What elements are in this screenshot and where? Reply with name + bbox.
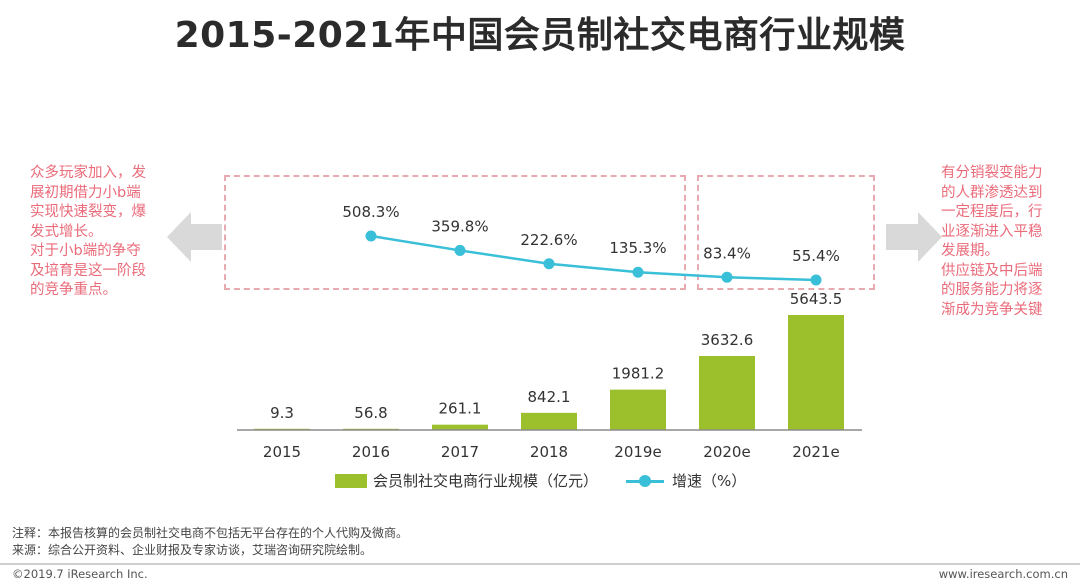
bar-value-label: 56.8 [354, 404, 387, 422]
left-annotation-line: 发式增长。 [30, 223, 103, 240]
left-annotation-line: 实现快速裂变，爆 [30, 204, 146, 220]
legend-line-label: 增速（%） [672, 472, 747, 490]
growth-point-2016 [365, 230, 377, 242]
footer-divider [0, 563, 1080, 565]
right-annotation-line: 渐成为竞争关键 [941, 301, 1043, 318]
growth-value-label: 222.6% [520, 231, 577, 249]
left-annotation-line: 众多玩家加入，发 [30, 165, 146, 181]
footer-copyright: ©2019.7 iResearch Inc. [12, 567, 148, 581]
growth-line-layer [365, 230, 822, 286]
bar-value-label: 9.3 [270, 404, 294, 422]
chart-title: 2015-2021年中国会员制社交电商行业规模 [174, 15, 906, 56]
bar-value-label: 3632.6 [701, 331, 754, 349]
bar-value-label: 261.1 [439, 400, 482, 418]
bar-value-label: 842.1 [528, 388, 571, 406]
growth-rate-line [370, 234, 817, 282]
growth-value-label: 55.4% [792, 247, 840, 265]
right-annotation-line: 发展期。 [941, 243, 999, 259]
left-annotation: 众多玩家加入，发 展初期借力小b端 实现快速裂变，爆 发式增长。 对于小b端的争… [30, 164, 170, 301]
left-arrow-icon [167, 212, 222, 262]
growth-point-2020e [721, 271, 733, 283]
right-annotation-line: 的服务能力将逐 [941, 282, 1043, 298]
growth-point-2021e [810, 274, 822, 286]
x-tick-label: 2020e [703, 443, 750, 461]
x-tick-label: 2015 [263, 443, 301, 461]
right-annotation-line: 的人群渗透达到 [941, 184, 1043, 201]
right-annotation: 有分销裂变能力 的人群渗透达到 一定程度后，行 业逐渐进入平稳 发展期。 供应链… [941, 164, 1071, 320]
bar-2017 [432, 424, 488, 430]
bar-2021e [788, 315, 844, 430]
left-annotation-line: 对于小b端的争夺 [30, 243, 141, 259]
bar-2019e [610, 389, 666, 430]
stable-stage-highlight-box [697, 175, 875, 290]
right-arrow-icon [886, 212, 942, 262]
growth-value-label: 508.3% [342, 203, 399, 221]
x-tick-label: 2016 [352, 443, 390, 461]
bar-value-label: 5643.5 [790, 290, 843, 308]
labels-layer: 9.3 2015 56.8 2016 261.1 2017 842.1 2018 1981.2 2… [263, 203, 842, 461]
left-annotation-line: 及培育是这一阶段 [30, 262, 146, 279]
growth-point-2018 [543, 258, 555, 270]
legend-bar-swatch [335, 473, 367, 488]
x-tick-label: 2017 [441, 443, 479, 461]
bar-2018 [521, 412, 577, 430]
growth-value-label: 359.8% [431, 217, 488, 235]
bars-layer [254, 315, 844, 430]
right-annotation-line: 一定程度后，行 [941, 204, 1043, 220]
growth-point-2019e [632, 266, 644, 278]
growth-value-label: 135.3% [609, 239, 666, 257]
chart-legend: 会员制社交电商行业规模（亿元） 增速（%） [335, 470, 746, 491]
chart-canvas: 9.3 2015 56.8 2016 261.1 2017 842.1 2018 1981.2 2… [237, 203, 862, 461]
source-text: 来源：综合公开资料、企业财报及专家访谈，艾瑞咨询研究院绘制。 [12, 543, 373, 557]
note-text: 注释：本报告核算的会员制社交电商不包括无平台存在的个人代购及微商。 [12, 526, 409, 540]
growth-value-label: 83.4% [703, 244, 751, 262]
x-tick-label: 2021e [792, 443, 839, 461]
right-annotation-line: 业逐渐进入平稳 [941, 223, 1043, 240]
legend-line-swatch [626, 474, 665, 488]
left-annotation-line: 展初期借力小b端 [30, 184, 141, 201]
footer-website: www.iresearch.com.cn [938, 567, 1068, 581]
x-tick-label: 2019e [614, 443, 661, 461]
x-tick-label: 2018 [530, 443, 568, 461]
legend-bar-label: 会员制社交电商行业规模（亿元） [373, 472, 599, 490]
right-annotation-line: 有分销裂变能力 [941, 165, 1043, 181]
bar-value-label: 1981.2 [612, 365, 665, 383]
left-annotation-line: 的竞争重点。 [30, 282, 117, 298]
right-annotation-line: 供应链及中后端 [941, 262, 1043, 279]
early-stage-highlight-box [224, 175, 686, 290]
growth-point-2017 [454, 244, 466, 256]
bar-2020e [699, 355, 755, 430]
